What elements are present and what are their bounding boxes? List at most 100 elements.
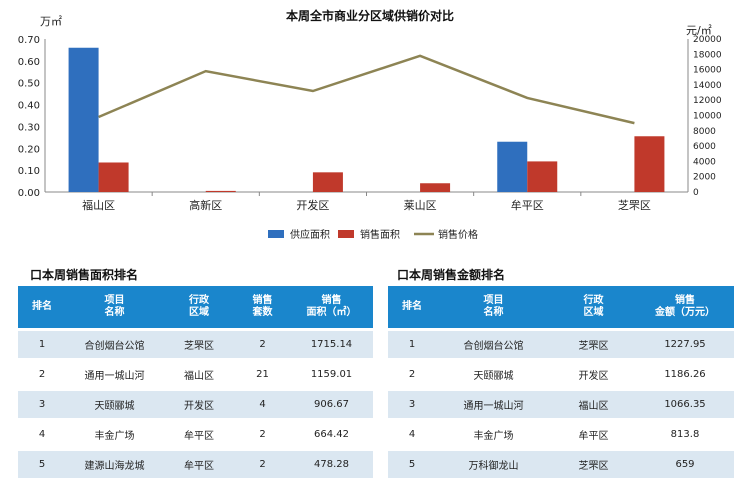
category-label: 高新区 bbox=[189, 198, 222, 212]
column-header-line: 名称 bbox=[483, 307, 504, 318]
column-header-line: 套数 bbox=[252, 307, 273, 318]
table-row: 5 万科御龙山 芝罘区 659 bbox=[388, 451, 734, 478]
table-cell: 芝罘区 bbox=[551, 451, 636, 478]
table-cell: 合创烟台公馆 bbox=[66, 331, 163, 358]
left-tick-label: 0.40 bbox=[18, 101, 40, 112]
category-label: 福山区 bbox=[82, 198, 115, 212]
column-header-line: 区域 bbox=[189, 307, 209, 318]
table-cell: 3 bbox=[18, 391, 66, 418]
table-cell: 开发区 bbox=[163, 391, 235, 418]
table-row: 1 合创烟台公馆 芝罘区 1227.95 bbox=[388, 331, 734, 358]
table-cell: 478.28 bbox=[290, 451, 373, 478]
right-tick-label: 8000 bbox=[693, 127, 716, 137]
column-header-line: 销售 bbox=[675, 295, 695, 306]
table-cell: 659 bbox=[636, 451, 734, 478]
amount-rank-title: 口本周销售金额排名 bbox=[397, 268, 506, 282]
table-cell: 1186.26 bbox=[636, 361, 734, 388]
table-cell: 5 bbox=[388, 451, 436, 478]
column-header: 销售 金额（万元） bbox=[636, 286, 734, 328]
amount-rank-table: 排名 项目 名称 行政 区域 销售 金额（万元） 1 合创烟台公馆 芝罘区 1227.95 2 天颐郦… bbox=[388, 283, 734, 481]
column-header-line: 金额（万元） bbox=[655, 307, 715, 318]
column-header-line: 销售 bbox=[321, 295, 342, 306]
sales-area-bar bbox=[205, 190, 236, 192]
column-header-line: 面积（㎡） bbox=[306, 307, 357, 318]
left-tick-label: 0.20 bbox=[18, 144, 40, 155]
table-cell: 906.67 bbox=[290, 391, 373, 418]
category-label: 开发区 bbox=[296, 198, 329, 212]
table-cell: 丰金广场 bbox=[436, 421, 551, 448]
column-header-line: 排名 bbox=[402, 301, 422, 312]
table-cell: 福山区 bbox=[163, 361, 235, 388]
right-tick-label: 0 bbox=[693, 188, 699, 198]
table-cell: 芝罘区 bbox=[551, 331, 636, 358]
column-header-line: 行政 bbox=[583, 295, 604, 306]
table-cell: 1715.14 bbox=[290, 331, 373, 358]
table-header-row: 排名 项目 名称 行政 区域 销售 金额（万元） bbox=[388, 286, 734, 328]
sales-area-bar bbox=[420, 183, 451, 192]
table-cell: 664.42 bbox=[290, 421, 373, 448]
right-tick-label: 2000 bbox=[693, 173, 716, 183]
table-cell: 4 bbox=[388, 421, 436, 448]
table-cell: 福山区 bbox=[551, 391, 636, 418]
table-cell: 牟平区 bbox=[163, 421, 235, 448]
table-row: 3 天颐郦城 开发区 4 906.67 bbox=[18, 391, 373, 418]
sales-area-bar bbox=[98, 162, 129, 192]
left-tick-label: 0.70 bbox=[18, 35, 40, 46]
table-cell: 4 bbox=[235, 391, 290, 418]
right-tick-label: 14000 bbox=[693, 81, 722, 91]
column-header: 销售 套数 bbox=[235, 286, 290, 328]
table-row: 1 合创烟台公馆 芝罘区 2 1715.14 bbox=[18, 331, 373, 358]
column-header: 项目 名称 bbox=[66, 286, 163, 328]
column-header-line: 项目 bbox=[483, 295, 504, 306]
table-cell: 万科御龙山 bbox=[436, 451, 551, 478]
table-cell: 2 bbox=[235, 331, 290, 358]
legend-label: 销售面积 bbox=[360, 228, 400, 241]
column-header-line: 区域 bbox=[583, 307, 604, 318]
table-cell: 牟平区 bbox=[163, 451, 235, 478]
left-axis-unit: 万㎡ bbox=[40, 15, 62, 28]
table-cell: 2 bbox=[18, 361, 66, 388]
table-cell: 4 bbox=[18, 421, 66, 448]
chart-title: 本周全市商业分区域供销价对比 bbox=[286, 8, 454, 23]
column-header: 排名 bbox=[388, 286, 436, 328]
column-header: 行政 区域 bbox=[551, 286, 636, 328]
right-tick-label: 6000 bbox=[693, 142, 716, 152]
legend-label: 供应面积 bbox=[290, 228, 330, 241]
table-row: 4 丰金广场 牟平区 813.8 bbox=[388, 421, 734, 448]
right-tick-label: 20000 bbox=[693, 35, 722, 45]
table-cell: 1066.35 bbox=[636, 391, 734, 418]
table-cell: 2 bbox=[388, 361, 436, 388]
table-cell: 通用一城山河 bbox=[66, 361, 163, 388]
legend-label: 销售价格 bbox=[438, 228, 478, 241]
right-tick-label: 18000 bbox=[693, 50, 722, 60]
table-header-row: 排名 项目 名称 行政 区域 销售 套数 销售 面积（㎡） bbox=[18, 286, 373, 328]
table-row: 2 通用一城山河 福山区 21 1159.01 bbox=[18, 361, 373, 388]
table-cell: 2 bbox=[235, 421, 290, 448]
table-row: 3 通用一城山河 福山区 1066.35 bbox=[388, 391, 734, 418]
table-cell: 5 bbox=[18, 451, 66, 478]
right-tick-label: 10000 bbox=[693, 112, 722, 122]
table-cell: 1227.95 bbox=[636, 331, 734, 358]
area-rank-table: 排名 项目 名称 行政 区域 销售 套数 销售 面积（㎡） 1 合创烟台公馆 芝罘区 2 1715.14… bbox=[18, 283, 373, 481]
table-row: 4 丰金广场 牟平区 2 664.42 bbox=[18, 421, 373, 448]
left-tick-label: 0.00 bbox=[18, 188, 40, 199]
sales-price-line bbox=[98, 54, 635, 125]
right-tick-label: 4000 bbox=[693, 157, 716, 167]
column-header-line: 项目 bbox=[104, 295, 125, 306]
table-cell: 1 bbox=[388, 331, 436, 358]
table-cell: 1 bbox=[18, 331, 66, 358]
left-tick-label: 0.30 bbox=[18, 122, 40, 133]
table-cell: 开发区 bbox=[551, 361, 636, 388]
table-cell: 813.8 bbox=[636, 421, 734, 448]
right-tick-label: 16000 bbox=[693, 66, 722, 76]
legend-swatch-supply bbox=[268, 230, 284, 238]
table-cell: 1159.01 bbox=[290, 361, 373, 388]
left-tick-label: 0.10 bbox=[18, 166, 40, 177]
column-header: 销售 面积（㎡） bbox=[290, 286, 373, 328]
table-cell: 建源山海龙城 bbox=[66, 451, 163, 478]
table-row: 2 天颐郦城 开发区 1186.26 bbox=[388, 361, 734, 388]
table-cell: 牟平区 bbox=[551, 421, 636, 448]
column-header-line: 名称 bbox=[104, 307, 125, 318]
category-label: 牟平区 bbox=[511, 198, 544, 212]
table-cell: 天颐郦城 bbox=[66, 391, 163, 418]
